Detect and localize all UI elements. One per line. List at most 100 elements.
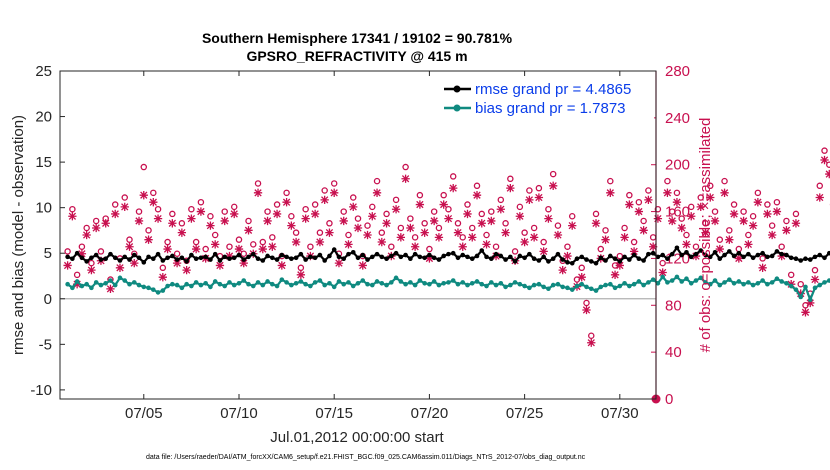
bias-point <box>493 282 499 288</box>
possible-obs-point <box>254 180 262 187</box>
bias-point <box>331 284 337 290</box>
assimilated-obs-point <box>182 265 191 275</box>
y2-axis-label: # of obs: o=possible; ×=assimilated <box>697 118 714 353</box>
assimilated-obs-point <box>287 221 296 230</box>
possible-obs-point <box>388 243 395 250</box>
bias-point <box>636 279 642 284</box>
possible-obs-point <box>364 222 371 229</box>
rmse-point <box>136 255 142 261</box>
rmse-point <box>274 257 280 262</box>
assimilated-obs-point <box>377 237 386 247</box>
bias-point <box>103 280 108 286</box>
possible-obs-point <box>411 234 419 241</box>
bias-point <box>93 280 99 285</box>
bias-point <box>698 275 704 281</box>
possible-obs-point <box>749 213 757 220</box>
assimilated-obs-point <box>682 240 691 249</box>
rmse-point <box>641 258 646 263</box>
assimilated-obs-point <box>796 289 805 298</box>
bias-point <box>717 282 723 288</box>
bias-point <box>350 283 356 289</box>
rmse-point <box>636 256 642 261</box>
assimilated-obs-point <box>720 188 729 197</box>
assimilated-obs-point <box>87 265 96 275</box>
assimilated-obs-point <box>468 233 477 242</box>
possible-obs-point <box>759 255 766 262</box>
rmse-point <box>755 252 761 258</box>
rmse-point <box>193 256 199 261</box>
bias-point <box>608 281 613 287</box>
assimilated-obs-point <box>563 251 572 261</box>
rmse-point <box>241 257 247 262</box>
possible-obs-point <box>345 231 352 239</box>
possible-obs-point <box>440 191 447 199</box>
assimilated-obs-point <box>163 244 172 254</box>
possible-obs-point <box>488 208 495 215</box>
assimilated-obs-point <box>496 205 505 214</box>
bias-point <box>212 279 218 284</box>
rmse-point <box>174 257 180 262</box>
rmse-point <box>227 256 232 261</box>
assimilated-obs-point <box>330 188 339 197</box>
bias-point <box>384 282 389 288</box>
assimilated-obs-point <box>544 214 553 223</box>
rmse-point <box>98 257 104 262</box>
possible-obs-point <box>221 208 228 215</box>
possible-obs-point <box>621 224 628 232</box>
rmse-point <box>336 254 342 260</box>
bias-point <box>579 281 585 287</box>
rmse-point <box>488 256 494 261</box>
assimilated-obs-point <box>463 209 472 219</box>
bias-point <box>465 282 470 288</box>
bias-point <box>779 279 784 284</box>
possible-obs-point <box>445 205 452 213</box>
rmse-point <box>265 253 270 259</box>
possible-obs-point <box>188 205 195 213</box>
bias-point <box>598 284 604 290</box>
assimilated-obs-point <box>277 261 286 270</box>
bias-point <box>769 280 775 285</box>
bias-point <box>222 283 228 289</box>
bias-point <box>622 280 627 286</box>
y-tick-label: 20 <box>35 109 52 126</box>
assimilated-obs-point <box>615 261 624 270</box>
legend-bias-marker <box>453 104 461 112</box>
assimilated-obs-point <box>368 212 377 221</box>
possible-obs-point <box>692 243 700 250</box>
assimilated-obs-point <box>363 230 372 240</box>
assimilated-obs-point <box>325 228 334 237</box>
y-tick-label: 10 <box>35 200 52 217</box>
possible-obs-point <box>235 236 243 243</box>
x-axis-label: Jul.01,2012 00:00:00 start <box>270 429 444 446</box>
bias-point <box>684 276 689 282</box>
bias-point <box>569 287 575 292</box>
possible-obs-point <box>664 177 671 185</box>
possible-obs-point <box>588 332 595 339</box>
rmse-point <box>355 255 361 261</box>
assimilated-obs-point <box>349 202 358 212</box>
rmse-point <box>222 254 228 260</box>
bias-point <box>170 281 175 287</box>
assimilated-obs-point <box>444 214 453 223</box>
rmse-point <box>408 256 413 261</box>
rmse-point <box>160 258 166 263</box>
rmse-point <box>817 252 823 258</box>
assimilated-obs-point <box>134 216 144 226</box>
assimilated-obs-point <box>758 263 767 272</box>
rmse-point <box>317 252 323 258</box>
possible-obs-point <box>564 243 571 250</box>
rmse-point <box>360 252 366 258</box>
possible-obs-point <box>426 245 433 253</box>
possible-obs-point <box>307 243 314 250</box>
assimilated-obs-point <box>501 228 510 237</box>
rmse-point <box>446 251 451 257</box>
bias-point <box>270 281 275 287</box>
assimilated-obs-point <box>187 214 196 223</box>
rmse-point <box>141 260 147 265</box>
assimilated-obs-point <box>591 219 601 228</box>
assimilated-obs-point <box>353 223 363 233</box>
assimilated-obs-point <box>658 268 667 277</box>
assimilated-obs-point <box>434 233 444 242</box>
possible-obs-point <box>121 194 128 201</box>
bias-point <box>693 278 699 283</box>
